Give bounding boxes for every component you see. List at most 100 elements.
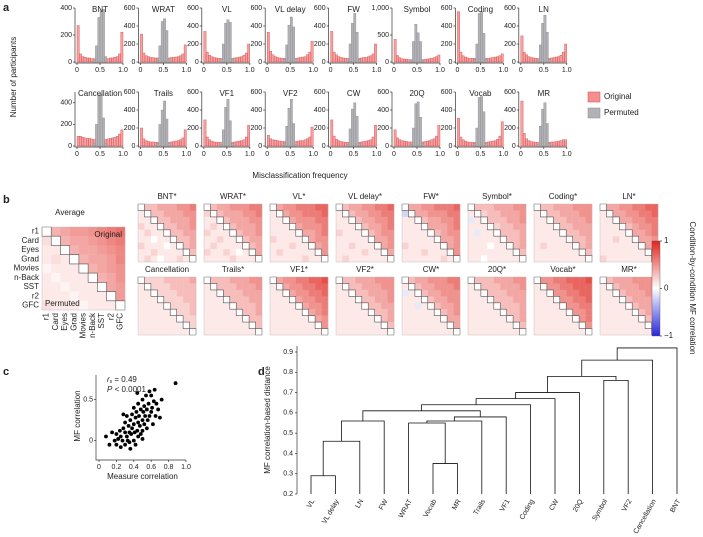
bar — [301, 56, 305, 63]
point — [121, 426, 126, 431]
bar — [362, 57, 366, 63]
point — [137, 423, 142, 428]
cell — [88, 245, 98, 255]
cell — [546, 315, 554, 323]
x-tick-label: 0 — [265, 151, 269, 158]
cell — [381, 315, 388, 323]
bar — [95, 124, 98, 147]
col-label: SST — [97, 313, 106, 329]
cell — [414, 328, 422, 336]
bar — [367, 56, 370, 63]
cell — [282, 283, 290, 291]
y-tick-label: 0 — [68, 143, 72, 150]
cell — [546, 223, 554, 230]
panel-title: Coding* — [549, 192, 577, 201]
cell — [468, 283, 475, 291]
cell — [519, 229, 527, 237]
cell — [421, 283, 428, 291]
cell — [519, 223, 527, 230]
bar — [296, 140, 300, 147]
panel-title: FW* — [423, 192, 439, 201]
cell — [144, 309, 152, 316]
bar — [421, 143, 425, 147]
cell — [402, 296, 409, 303]
cell — [619, 315, 626, 323]
cell — [381, 216, 388, 224]
bar — [208, 55, 211, 63]
cell — [540, 223, 548, 230]
cell — [440, 322, 448, 329]
diagonal — [600, 276, 659, 335]
bar — [108, 138, 112, 147]
bar — [221, 129, 225, 147]
x-tick-label: 1.0 — [435, 151, 445, 158]
y-tick-label: 200 — [60, 121, 72, 128]
cell — [249, 242, 256, 250]
cell — [223, 210, 230, 218]
col-label: GFC — [115, 313, 124, 330]
point — [140, 397, 145, 402]
bar — [520, 100, 524, 147]
cell — [176, 277, 184, 284]
cell — [289, 328, 296, 336]
cell — [546, 255, 554, 263]
cell — [204, 216, 211, 224]
cell — [69, 282, 80, 292]
cell — [189, 296, 197, 303]
cell — [289, 255, 296, 263]
cell — [78, 291, 89, 301]
cell — [355, 283, 362, 291]
bar — [115, 56, 119, 63]
cell — [632, 249, 639, 256]
diagonal — [137, 204, 196, 263]
cell — [157, 229, 164, 237]
leaf-label: LN — [355, 498, 366, 509]
cell — [289, 204, 296, 211]
bar — [468, 142, 472, 147]
cell — [361, 242, 369, 250]
cell — [534, 236, 541, 243]
cell — [236, 296, 243, 303]
cell — [295, 277, 303, 284]
point — [131, 438, 136, 443]
annotation-text: = 0.49 — [112, 375, 137, 384]
cell — [229, 223, 237, 230]
bar — [564, 43, 567, 63]
cell — [368, 302, 375, 310]
cell — [421, 236, 428, 243]
link — [475, 398, 556, 494]
cell — [138, 315, 145, 323]
cell — [408, 249, 416, 256]
cell — [513, 283, 520, 291]
cell — [51, 227, 61, 237]
cell — [282, 328, 290, 336]
cell — [289, 322, 296, 329]
cell — [216, 223, 224, 230]
panel-title: LN* — [622, 192, 635, 201]
point — [114, 432, 119, 436]
cell — [315, 255, 322, 263]
bar — [267, 134, 270, 147]
bar — [231, 58, 234, 63]
cell — [506, 289, 514, 297]
cell — [612, 283, 620, 291]
bar — [522, 51, 526, 63]
bar — [140, 33, 143, 63]
cell — [289, 309, 296, 316]
cell — [189, 236, 197, 243]
y-tick-label: 600 — [124, 5, 136, 12]
cell — [342, 216, 350, 224]
cell — [183, 283, 190, 291]
cell — [579, 283, 586, 291]
cell — [474, 255, 482, 263]
cell — [170, 223, 177, 230]
cell — [474, 204, 482, 211]
bar — [403, 140, 406, 147]
cell — [408, 216, 416, 224]
cell — [468, 289, 475, 297]
cell — [42, 254, 52, 265]
col-label: r1 — [42, 312, 51, 320]
bar — [407, 141, 411, 147]
cell — [559, 283, 567, 291]
cell — [427, 216, 435, 224]
